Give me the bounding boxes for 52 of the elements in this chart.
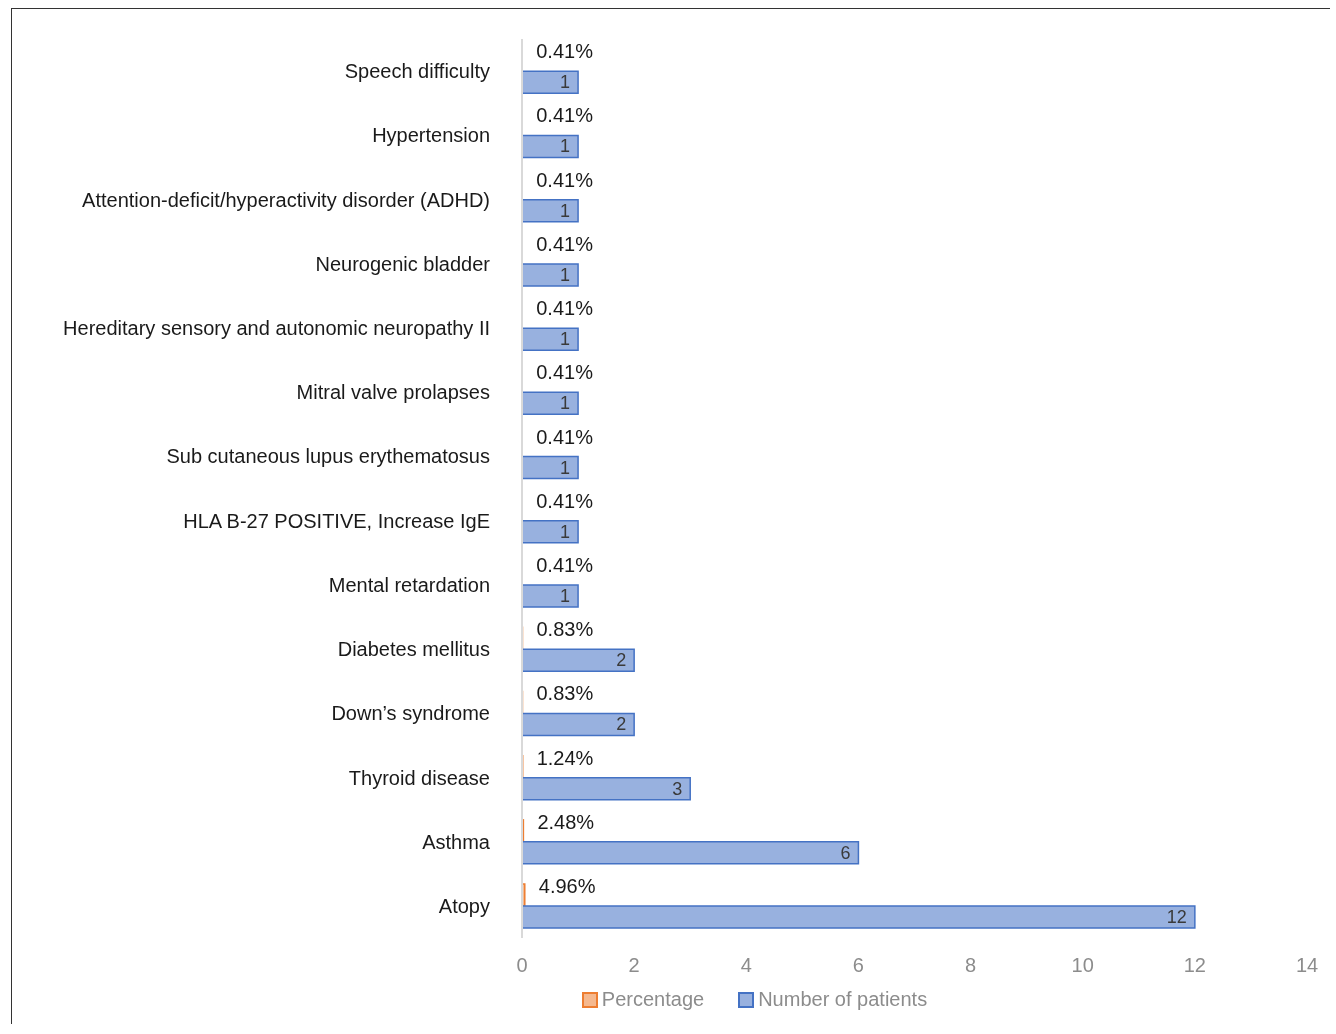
data-label: 2.48% xyxy=(537,810,595,833)
y-tick-label: Mental retardation xyxy=(328,573,490,596)
data-label: 0.41% xyxy=(536,232,594,255)
x-tick-label: 14 xyxy=(1295,954,1319,977)
y-tick-label: Hypertension xyxy=(372,124,490,147)
data-label: 0.41% xyxy=(536,489,594,512)
y-tick-label: Down’s syndrome xyxy=(331,702,490,725)
data-label: 1 xyxy=(560,200,571,221)
x-tick-label: 8 xyxy=(965,954,977,977)
data-label: 0.83% xyxy=(536,682,594,705)
y-tick-label: Thyroid disease xyxy=(348,766,490,789)
y-tick-label: Hereditary sensory and autonomic neuropathy II xyxy=(63,317,490,340)
data-label: 3 xyxy=(672,778,683,799)
data-label: 2 xyxy=(616,714,627,735)
x-tick-label: 10 xyxy=(1071,954,1094,977)
data-label: 0.41% xyxy=(536,361,594,384)
data-label: 1 xyxy=(560,393,571,414)
x-tick-label: 6 xyxy=(852,954,864,977)
data-label: 0.41% xyxy=(536,40,594,63)
data-label: 1 xyxy=(560,264,571,285)
data-label: 1 xyxy=(560,521,571,542)
data-label: 1.24% xyxy=(536,746,594,769)
data-label: 0.41% xyxy=(536,104,594,127)
legend-label: Percentage xyxy=(600,988,705,1011)
legend-label: Number of patients xyxy=(757,988,928,1011)
data-label: 1 xyxy=(560,457,571,478)
data-label: 0.41% xyxy=(536,553,594,576)
data-label: 6 xyxy=(840,842,851,863)
x-tick-label: 2 xyxy=(628,954,640,977)
y-tick-label: Neurogenic bladder xyxy=(315,252,491,275)
data-label: 0.41% xyxy=(536,168,594,191)
data-label: 2 xyxy=(616,650,627,671)
y-tick-label: HLA B-27 POSITIVE, Increase IgE xyxy=(183,509,490,532)
data-label: 1 xyxy=(560,585,571,606)
data-label: 1 xyxy=(560,329,571,350)
y-tick-label: Attention-deficit/hyperactivity disorder (ADHD) xyxy=(82,188,490,211)
data-label: 1 xyxy=(560,72,571,93)
y-tick-label: Sub cutaneous lupus erythematosus xyxy=(166,445,490,468)
data-label: 0.41% xyxy=(536,425,594,448)
y-tick-label: Atopy xyxy=(438,894,490,917)
y-tick-label: Diabetes mellitus xyxy=(337,638,490,661)
data-label: 4.96% xyxy=(538,875,596,898)
data-label: 0.83% xyxy=(536,618,594,641)
data-label: 1 xyxy=(560,136,571,157)
data-label: 12 xyxy=(1166,907,1187,928)
y-tick-label: Speech difficulty xyxy=(344,60,490,83)
y-tick-label: Asthma xyxy=(422,830,491,853)
x-tick-label: 12 xyxy=(1183,954,1206,977)
data-label: 0.41% xyxy=(536,297,594,320)
x-tick-label: 4 xyxy=(740,954,752,977)
x-tick-label: 0 xyxy=(516,954,528,977)
y-tick-label: Mitral valve prolapses xyxy=(296,381,490,404)
